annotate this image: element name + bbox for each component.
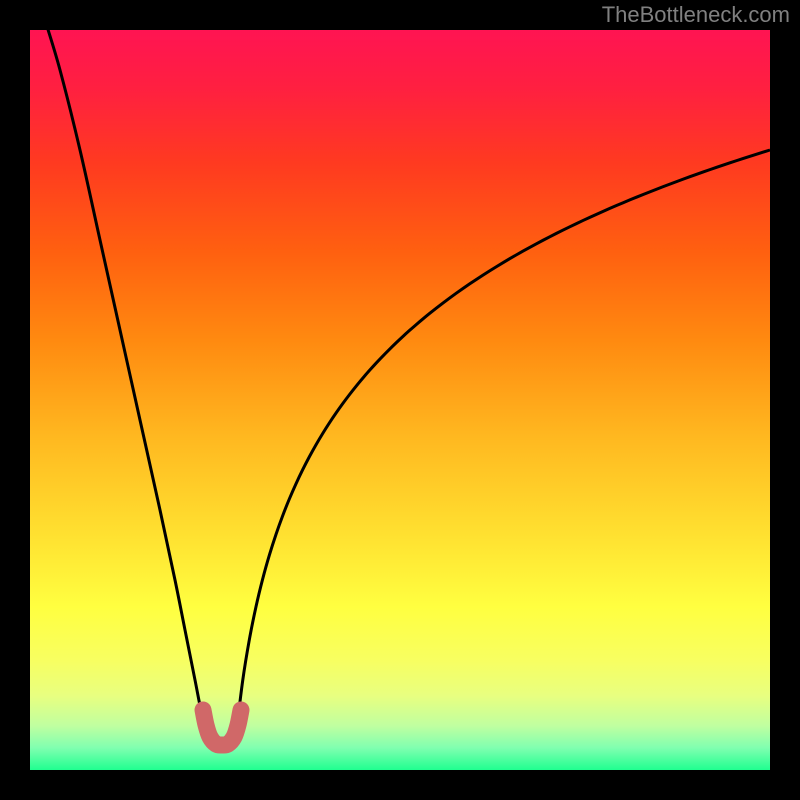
- bottleneck-chart: TheBottleneck.com: [0, 0, 800, 800]
- plot-background: [30, 30, 770, 770]
- watermark-text: TheBottleneck.com: [602, 2, 790, 28]
- chart-canvas: [0, 0, 800, 800]
